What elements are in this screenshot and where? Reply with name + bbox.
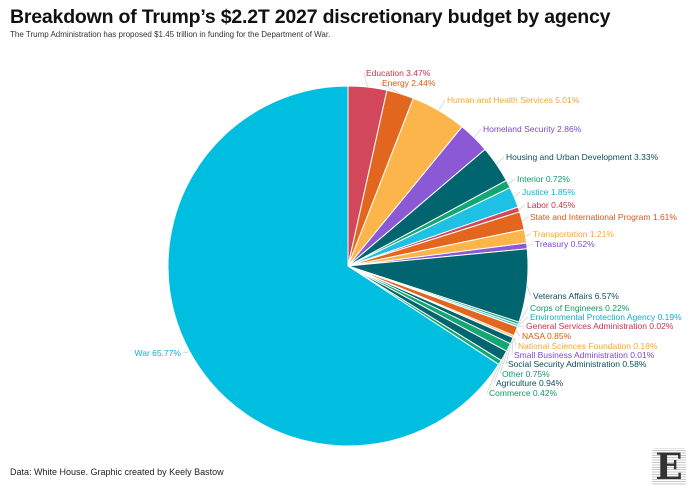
slice-label: General Services Administration 0.02% [526, 321, 674, 331]
slice-label: Energy 2.44% [382, 78, 436, 88]
leader-line [508, 178, 516, 185]
leader-line [514, 191, 521, 198]
slice-label: Small Business Administration 0.01% [514, 350, 655, 360]
slice-label: Corps of Engineers 0.22% [530, 303, 630, 313]
leader-line [517, 316, 529, 326]
slice-label: Transportation 1.21% [533, 229, 614, 239]
slice-label: Social Security Administration 0.58% [508, 359, 647, 369]
leader-line [526, 243, 534, 247]
slice-label: State and International Program 1.61% [530, 212, 677, 222]
leader-line [182, 351, 190, 354]
slice-label: National Sciences Foundation 0.18% [518, 341, 658, 351]
leader-line [379, 82, 401, 95]
leader-line [513, 336, 517, 347]
slice-label: Labor 0.45% [527, 200, 576, 210]
slice-label: Commerce 0.42% [489, 388, 557, 398]
slice-label: Other 0.75% [502, 369, 550, 379]
slice-label: Education 3.47% [366, 68, 431, 78]
slice-label: Justice 1.85% [522, 187, 575, 197]
slice-label: Agriculture 0.94% [496, 378, 564, 388]
publication-logo: E [652, 448, 686, 486]
leader-line [525, 233, 532, 237]
slice-label: Environmental Protection Agency 0.19% [530, 312, 682, 322]
slice-label: NASA 0.85% [522, 331, 572, 341]
slice-label: Housing and Urban Development 3.33% [506, 152, 659, 162]
leader-line [522, 216, 529, 221]
slice-label: Treasury 0.52% [535, 239, 595, 249]
chart-title: Breakdown of Trump’s $2.2T 2027 discreti… [10, 6, 611, 28]
chart-subtitle: The Trump Administration has proposed $1… [10, 30, 331, 39]
leader-line [518, 307, 529, 324]
leader-line [486, 362, 501, 394]
leader-line [496, 156, 505, 165]
leader-line [505, 340, 513, 365]
leader-line [518, 204, 526, 210]
leader-line [526, 285, 532, 297]
slice-label: War 65.77% [135, 348, 182, 358]
leader-line [499, 347, 509, 375]
leader-line [473, 128, 482, 138]
leader-line [493, 355, 505, 384]
leader-line [438, 99, 446, 111]
slice-label: Human and Health Services 5.01% [447, 95, 580, 105]
leader-line [511, 337, 514, 356]
slice-label: Homeland Security 2.86% [483, 124, 582, 134]
slice-label: Veterans Affairs 6.57% [533, 291, 619, 301]
leader-line [515, 331, 521, 337]
pie-slice [167, 85, 500, 447]
slice-label: Interior 0.72% [517, 174, 570, 184]
leader-line [363, 72, 368, 88]
leader-line [517, 325, 525, 327]
source-credit: Data: White House. Graphic created by Ke… [10, 467, 224, 477]
